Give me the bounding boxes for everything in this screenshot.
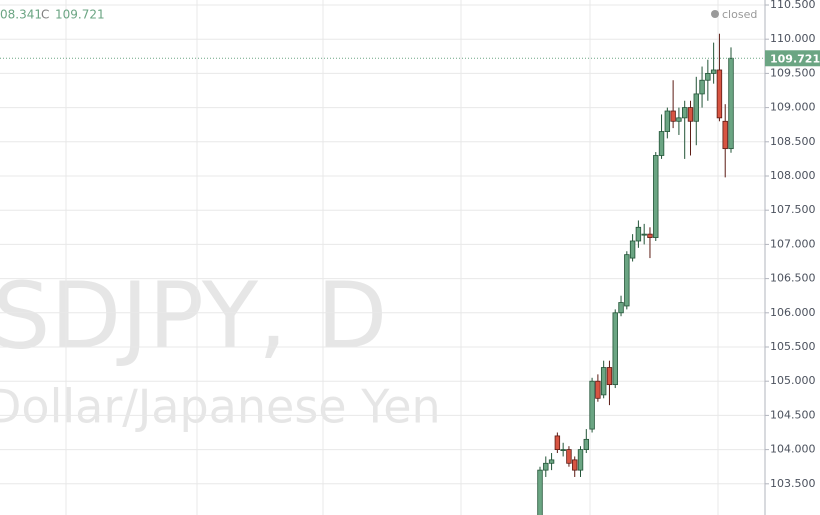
last-price-label: 109.721 — [770, 52, 820, 65]
candle-body — [664, 110, 671, 132]
candle-body — [606, 367, 613, 386]
candle-body — [635, 226, 642, 242]
y-tick-label: 106.000 — [770, 306, 816, 319]
candle-body — [543, 462, 549, 471]
price-axis — [765, 0, 820, 515]
candle-body — [589, 380, 595, 430]
candle-body — [647, 233, 653, 238]
y-tick-label: 109.000 — [770, 101, 816, 114]
candle-body — [595, 380, 601, 399]
y-tick-label: 104.000 — [770, 443, 816, 456]
candle-body — [699, 79, 705, 95]
candle-body — [629, 240, 636, 259]
candle-body — [577, 449, 584, 471]
last-price-tag — [765, 50, 820, 67]
candle-body — [670, 110, 676, 122]
candle-body — [728, 57, 734, 150]
header-close-label: C — [41, 8, 49, 22]
candle-body — [583, 438, 590, 451]
candle-body — [693, 93, 699, 122]
y-tick-label: 110.500 — [770, 0, 816, 11]
y-tick-label: 107.500 — [770, 203, 816, 216]
watermark-subtitle: Dollar/Japanese Yen — [0, 380, 441, 434]
candle-body — [624, 254, 630, 307]
candle-body — [560, 449, 566, 452]
candle-body — [687, 107, 694, 122]
candle-body — [705, 72, 711, 81]
candle-body — [710, 69, 717, 74]
candle-body — [548, 459, 555, 464]
header-close: 109.721 — [55, 8, 105, 22]
candle-body — [600, 367, 607, 396]
y-tick-label: 108.000 — [770, 169, 816, 182]
y-tick-label: 108.500 — [770, 135, 816, 148]
axis-labels: 110.500 110.000 109.500 109.000 108.500 108.0… — [765, 0, 820, 490]
y-tick-label: 107.000 — [770, 237, 816, 250]
candle-body — [681, 107, 688, 119]
y-tick-label: 106.500 — [770, 272, 816, 285]
candle-body — [554, 435, 561, 451]
y-tick-label: 105.000 — [770, 374, 816, 387]
candle-body — [566, 449, 572, 464]
candle-body — [618, 302, 624, 314]
candle-body — [612, 312, 618, 386]
header-low: 08.341 — [0, 8, 42, 22]
y-tick-label: 109.500 — [770, 66, 816, 79]
candle-body — [537, 469, 543, 515]
candle-body — [716, 69, 723, 119]
candle-body — [722, 120, 728, 150]
plot — [0, 0, 765, 515]
y-tick-label: 110.000 — [770, 32, 816, 45]
candle-body — [653, 155, 659, 238]
status-dot — [711, 10, 719, 18]
candle-body — [572, 459, 578, 471]
candle-body — [676, 117, 682, 122]
y-tick-label: 104.500 — [770, 408, 816, 421]
candle-body — [641, 233, 647, 236]
candle-body — [658, 131, 665, 156]
y-tick-label: 105.500 — [770, 340, 816, 353]
status: closed — [722, 8, 757, 21]
y-tick-label: 103.500 — [770, 477, 816, 490]
